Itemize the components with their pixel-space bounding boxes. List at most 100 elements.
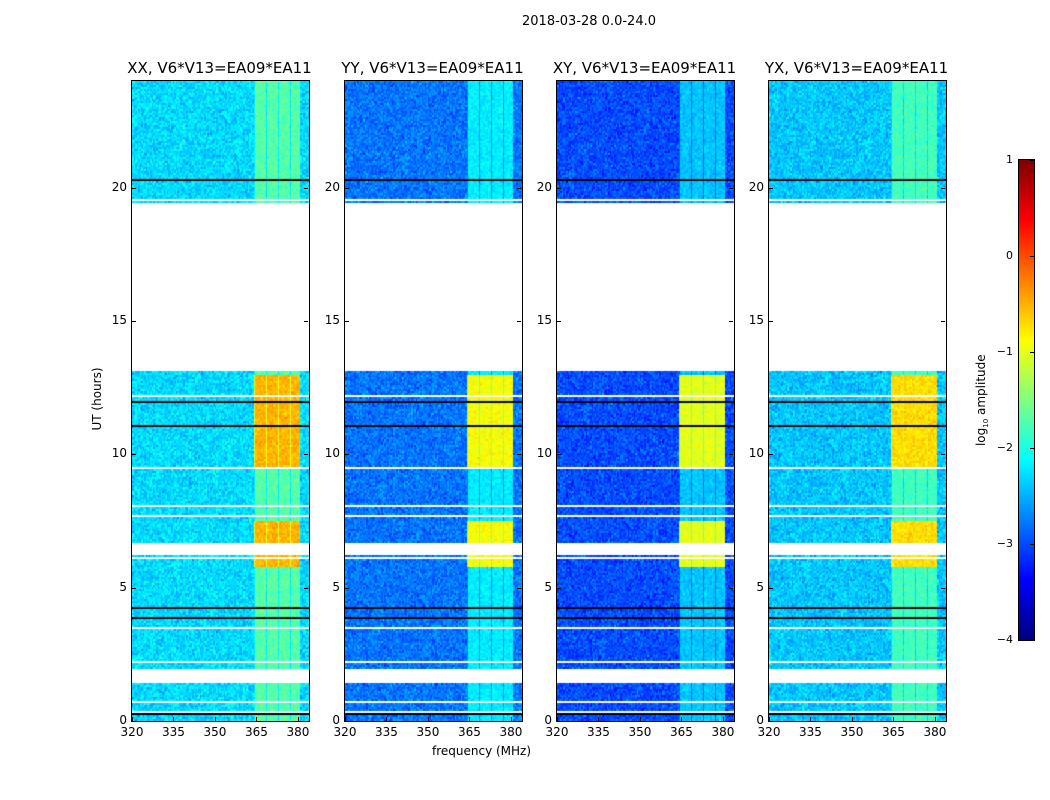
y-tick-label: 15 xyxy=(536,313,552,327)
x-tick-label: 380 xyxy=(499,725,523,739)
x-tick-label: 350 xyxy=(628,725,652,739)
x-tick-label: 335 xyxy=(162,725,185,739)
x-tick-label: 320 xyxy=(333,725,357,739)
y-tick-mark xyxy=(557,721,561,722)
x-tick-mark xyxy=(256,717,258,721)
y-tick-mark xyxy=(132,321,136,322)
y-tick-label: 10 xyxy=(324,446,340,461)
y-tick-mark xyxy=(345,187,349,189)
x-tick-label: 365 xyxy=(670,725,693,739)
y-tick-label: 5 xyxy=(756,579,764,594)
y-tick-label: 5 xyxy=(119,579,127,594)
heatmap-image xyxy=(132,81,309,721)
x-axis-label: frequency (MHz) xyxy=(432,744,532,758)
heatmap-panel xyxy=(344,80,523,722)
y-tick-mark xyxy=(769,587,773,589)
y-tick-mark xyxy=(517,454,521,456)
colorbar-label: log10 amplitude xyxy=(974,350,990,450)
colorbar-tick-label: −1 xyxy=(996,345,1013,358)
colorbar-tick-label: −2 xyxy=(996,441,1013,454)
x-tick-label: 365 xyxy=(882,725,905,739)
x-tick-label: 380 xyxy=(711,725,735,739)
y-tick-mark xyxy=(769,321,773,322)
x-tick-mark xyxy=(557,717,558,721)
x-tick-label: 335 xyxy=(587,725,610,739)
y-tick-mark xyxy=(345,721,349,722)
heatmap-panel xyxy=(131,80,310,722)
y-tick-mark xyxy=(517,721,521,722)
y-tick-mark xyxy=(345,454,349,456)
y-tick-mark xyxy=(941,587,945,589)
y-tick-mark xyxy=(345,321,349,322)
y-tick-label: 10 xyxy=(748,446,764,461)
y-tick-label: 15 xyxy=(748,313,764,327)
x-tick-mark xyxy=(214,717,216,721)
y-tick-label: 20 xyxy=(324,179,340,194)
x-tick-label: 350 xyxy=(416,725,440,739)
x-tick-mark xyxy=(510,717,512,721)
colorbar-tick-label: −3 xyxy=(996,537,1013,550)
x-tick-mark xyxy=(681,717,683,721)
y-tick-mark xyxy=(517,587,521,589)
y-tick-mark xyxy=(132,721,136,722)
x-tick-mark xyxy=(934,717,936,721)
y-tick-mark xyxy=(132,187,136,189)
colorbar-tick-label: −4 xyxy=(996,633,1013,646)
y-tick-mark xyxy=(132,454,136,456)
x-tick-mark xyxy=(297,717,299,721)
y-tick-mark xyxy=(769,454,773,456)
x-tick-label: 365 xyxy=(245,725,268,739)
y-tick-mark xyxy=(941,454,945,456)
y-tick-mark xyxy=(304,187,308,189)
x-tick-label: 380 xyxy=(286,725,310,739)
y-tick-mark xyxy=(769,721,773,722)
y-tick-label: 5 xyxy=(332,579,340,594)
panel-title: YX, V6*V13=EA09*EA11 xyxy=(764,59,949,77)
y-tick-mark xyxy=(941,187,945,189)
y-tick-mark xyxy=(941,721,945,722)
y-tick-label: 10 xyxy=(536,446,552,461)
y-tick-mark xyxy=(729,721,733,722)
colorbar-label-sub: 10 xyxy=(982,418,991,428)
y-tick-mark xyxy=(941,321,945,322)
x-tick-label: 320 xyxy=(545,725,569,739)
y-tick-label: 0 xyxy=(119,713,127,727)
y-tick-mark xyxy=(517,187,521,189)
figure-title: 2018-03-28 0.0-24.0 xyxy=(522,14,656,29)
y-tick-mark xyxy=(729,321,733,322)
x-tick-mark xyxy=(598,717,600,721)
x-tick-mark xyxy=(173,717,175,721)
y-tick-mark xyxy=(132,587,136,589)
y-tick-label: 15 xyxy=(111,313,127,327)
heatmap-image xyxy=(345,81,522,721)
x-tick-label: 335 xyxy=(375,725,398,739)
heatmap-panel xyxy=(768,80,947,722)
y-tick-mark xyxy=(345,587,349,589)
y-tick-label: 20 xyxy=(111,179,127,194)
y-tick-mark xyxy=(557,587,561,589)
y-tick-label: 5 xyxy=(544,579,552,594)
colorbar-tick-mark xyxy=(1030,352,1034,353)
x-tick-label: 350 xyxy=(203,725,227,739)
y-tick-mark xyxy=(729,587,733,589)
heatmap-image xyxy=(769,81,946,721)
x-tick-mark xyxy=(769,717,770,721)
y-tick-label: 0 xyxy=(756,713,764,727)
x-tick-label: 320 xyxy=(757,725,781,739)
colorbar-tick-mark xyxy=(1030,544,1034,545)
colorbar-tick-mark xyxy=(1030,160,1034,161)
x-tick-mark xyxy=(427,717,429,721)
colorbar-gradient xyxy=(1019,160,1034,640)
x-tick-mark xyxy=(132,717,133,721)
y-tick-label: 10 xyxy=(111,446,127,461)
panel-title: XY, V6*V13=EA09*EA11 xyxy=(552,59,737,77)
y-axis-label: UT (hours) xyxy=(90,367,104,431)
x-tick-mark xyxy=(639,717,641,721)
colorbar-tick-mark xyxy=(1030,256,1034,257)
colorbar-tick-mark xyxy=(1030,448,1034,449)
y-tick-mark xyxy=(304,587,308,589)
x-tick-mark xyxy=(469,717,471,721)
y-tick-mark xyxy=(304,454,308,456)
y-tick-label: 15 xyxy=(324,313,340,327)
